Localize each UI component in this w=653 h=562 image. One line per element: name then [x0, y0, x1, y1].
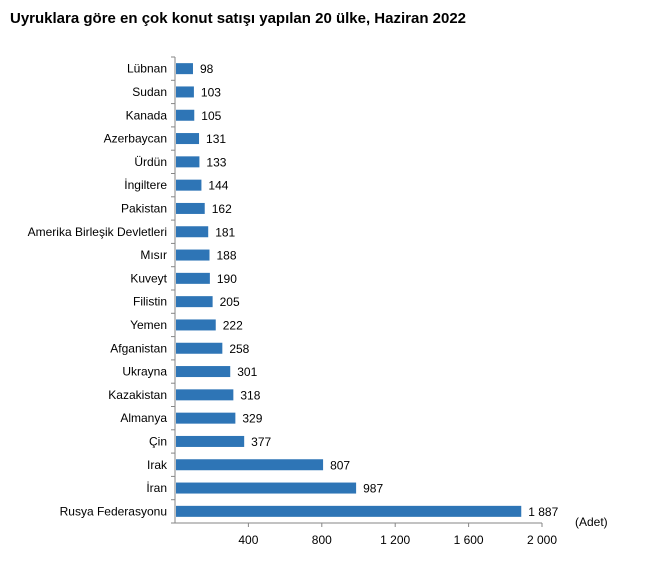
bar	[176, 272, 210, 284]
value-label: 133	[206, 155, 226, 169]
x-tick-label: 2 000	[527, 533, 557, 547]
value-label: 144	[208, 179, 228, 193]
category-label: Yemen	[130, 318, 167, 332]
bar	[176, 296, 213, 308]
bar	[176, 109, 195, 121]
category-label: Kuveyt	[130, 271, 167, 285]
category-label: İngiltere	[124, 178, 167, 192]
value-label: 98	[200, 62, 214, 76]
category-label: Amerika Birleşik Devletleri	[28, 225, 167, 239]
category-label: Rusya Federasyonu	[60, 504, 167, 518]
x-tick-label: 800	[312, 533, 332, 547]
bar	[176, 412, 236, 424]
category-label: Almanya	[120, 411, 167, 425]
value-label: 131	[206, 132, 226, 146]
category-label: İran	[146, 481, 167, 495]
category-label: Sudan	[132, 85, 167, 99]
value-label: 190	[217, 272, 237, 286]
category-label: Çin	[149, 434, 167, 448]
bar	[176, 482, 357, 494]
category-label: Mısır	[140, 248, 167, 262]
category-label: Pakistan	[121, 201, 167, 215]
x-tick-label: 1 600	[454, 533, 484, 547]
value-label: 105	[201, 109, 221, 123]
bar	[176, 86, 194, 98]
category-label: Azerbaycan	[104, 132, 167, 146]
value-label: 162	[212, 202, 232, 216]
value-label: 1 887	[528, 505, 558, 519]
x-tick-label: 1 200	[380, 533, 410, 547]
value-label: 987	[363, 482, 383, 496]
x-tick-label: 400	[238, 533, 258, 547]
bar	[176, 505, 522, 517]
bar	[176, 342, 223, 354]
axis-layer	[171, 56, 543, 527]
value-label: 318	[240, 388, 260, 402]
value-label: 181	[215, 225, 235, 239]
bar	[176, 133, 200, 145]
bar	[176, 459, 324, 471]
labels-layer: Lübnan 98 Sudan 103 Kanada 105 Azerbaycan 131 Ür…	[28, 62, 608, 547]
chart-title: Uyruklara göre en çok konut satışı yapıl…	[10, 10, 467, 27]
category-label: Kanada	[126, 108, 168, 122]
category-label: Ürdün	[134, 155, 167, 169]
bar	[176, 226, 209, 238]
bar	[176, 435, 245, 447]
bar	[176, 249, 210, 261]
x-axis-label: (Adet)	[575, 515, 608, 529]
category-label: Filistin	[133, 295, 167, 309]
value-label: 222	[223, 318, 243, 332]
bar	[176, 389, 234, 401]
value-label: 188	[217, 249, 237, 263]
category-label: Afganistan	[110, 341, 167, 355]
value-label: 807	[330, 458, 350, 472]
value-label: 329	[242, 412, 262, 426]
category-label: Lübnan	[127, 62, 167, 76]
bar	[176, 319, 216, 331]
bar	[176, 179, 202, 191]
category-label: Irak	[147, 458, 168, 472]
bar	[176, 63, 193, 75]
value-label: 205	[220, 295, 240, 309]
value-label: 103	[201, 85, 221, 99]
bars-layer	[176, 63, 522, 517]
category-label: Ukrayna	[122, 365, 167, 379]
value-label: 258	[229, 342, 249, 356]
value-label: 301	[237, 365, 257, 379]
category-label: Kazakistan	[108, 388, 167, 402]
bar	[176, 366, 231, 378]
bar	[176, 156, 200, 168]
value-label: 377	[251, 435, 271, 449]
bar	[176, 202, 205, 214]
